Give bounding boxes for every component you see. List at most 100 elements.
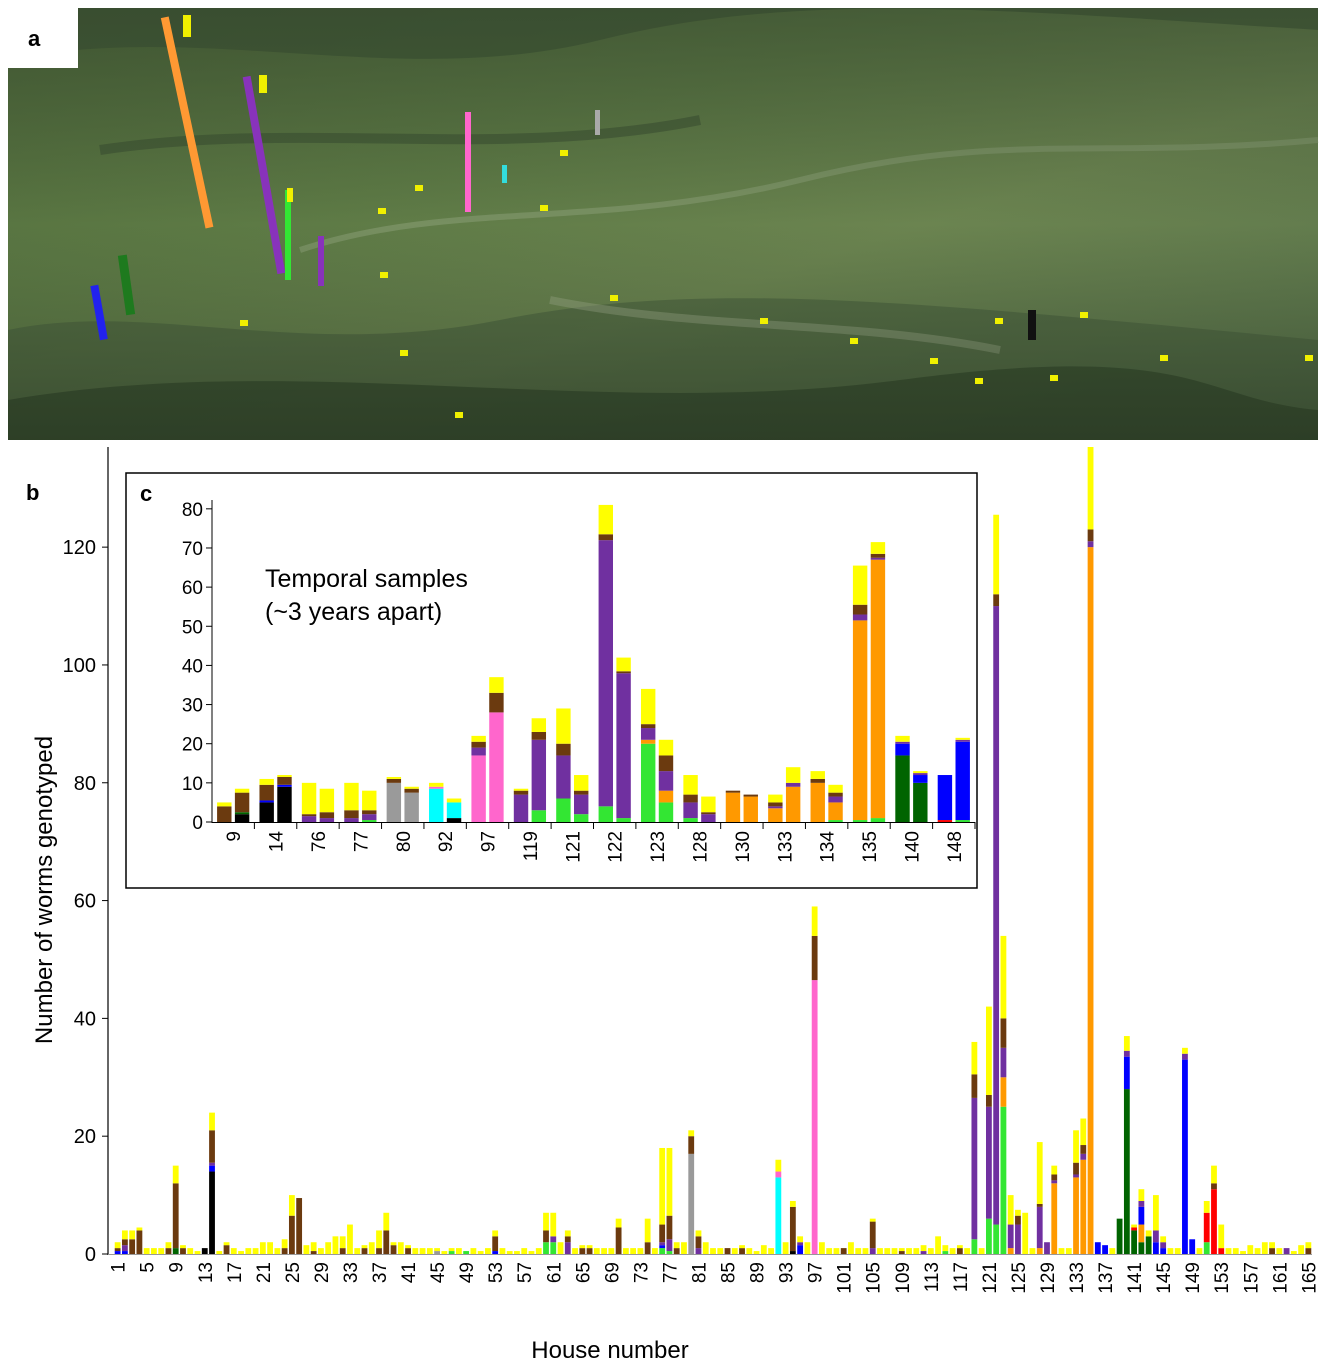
- bar-segment: [640, 743, 656, 822]
- y-tick-label: 60: [182, 578, 203, 599]
- bar-segment: [470, 1248, 477, 1254]
- bar-segment: [1232, 1248, 1239, 1254]
- bar-segment: [811, 980, 818, 1254]
- y-tick-label: 20: [182, 735, 203, 756]
- bar-segment: [1094, 1242, 1101, 1254]
- bar-segment: [1000, 1047, 1007, 1078]
- bar-segment: [789, 1206, 796, 1252]
- bar-segment: [717, 1248, 724, 1254]
- bar-segment: [1102, 1245, 1108, 1254]
- bar-segment: [463, 1251, 470, 1254]
- bar-segment: [869, 1248, 876, 1254]
- bar-segment: [870, 818, 886, 822]
- bar-segment: [234, 814, 250, 822]
- bar-segment: [301, 814, 317, 817]
- x-tick-label: 165: [1299, 1262, 1320, 1294]
- bar-segment: [789, 1200, 796, 1207]
- y-tick-label: 20: [74, 1126, 96, 1148]
- bar-segment: [1160, 1242, 1167, 1249]
- bar-segment: [325, 1242, 332, 1254]
- x-tick-label: 81: [689, 1262, 710, 1283]
- x-tick-label: 101: [835, 1262, 856, 1294]
- bar-segment: [870, 557, 886, 560]
- bar-segment: [209, 1112, 215, 1131]
- bar-segment: [281, 1239, 288, 1249]
- x-tick-label: 129: [1038, 1262, 1059, 1294]
- bar-segment: [1189, 1239, 1196, 1254]
- bar-segment: [895, 743, 910, 756]
- bar-segment: [688, 1153, 695, 1254]
- bar-segment: [550, 1242, 557, 1254]
- bar-segment: [319, 788, 335, 813]
- x-tick-label: 76: [309, 831, 330, 852]
- bar-segment: [446, 818, 462, 822]
- bar-segment: [1290, 1251, 1297, 1254]
- bar-segment: [891, 1248, 898, 1254]
- y-tick-label: 30: [182, 696, 203, 717]
- x-tick-label: 121: [563, 831, 584, 863]
- bar-segment: [768, 1248, 774, 1254]
- bar-segment: [1211, 1165, 1217, 1184]
- x-tick-label: 128: [690, 831, 711, 863]
- bar-segment: [1022, 1212, 1029, 1254]
- x-tick-label: 109: [893, 1262, 914, 1294]
- bar-segment: [1080, 1118, 1087, 1146]
- x-tick-label: 21: [254, 1262, 275, 1283]
- bar-segment: [485, 1248, 491, 1254]
- bar-segment: [492, 1236, 499, 1252]
- bar-segment: [1131, 1224, 1138, 1228]
- x-tick-label: 97: [806, 1262, 827, 1283]
- bar-segment: [471, 735, 486, 742]
- bar-segment: [216, 1251, 223, 1254]
- bar-segment: [743, 794, 758, 797]
- bar-segment: [129, 1239, 136, 1254]
- bar-segment: [121, 1230, 128, 1240]
- bar-segment: [701, 796, 716, 813]
- bar-segment: [828, 792, 843, 797]
- bar-segment: [819, 1242, 825, 1254]
- bar-segment: [1073, 1174, 1079, 1178]
- bar-segment: [234, 792, 250, 813]
- bar-segment: [1138, 1189, 1145, 1201]
- bar-segment: [598, 504, 613, 535]
- bar-segment: [898, 1248, 905, 1252]
- bar-segment: [1174, 1248, 1181, 1254]
- bar-segment: [652, 1248, 658, 1254]
- bar-segment: [877, 1248, 883, 1254]
- bar-segment: [259, 800, 274, 803]
- bar-segment: [985, 1094, 992, 1107]
- bar-segment: [277, 786, 292, 822]
- bar-segment: [1080, 1145, 1087, 1154]
- bar-segment: [852, 604, 868, 615]
- bar-segment: [405, 1248, 411, 1254]
- bar-segment: [390, 1242, 397, 1246]
- bar-segment: [971, 1097, 978, 1240]
- y-tick-label: 10: [182, 774, 203, 795]
- bar-segment: [630, 1248, 637, 1254]
- x-tick-label: 69: [602, 1262, 623, 1283]
- bar-segment: [615, 1218, 622, 1228]
- bar-segment: [637, 1248, 644, 1254]
- bar-segment: [1138, 1200, 1145, 1207]
- bar-segment: [666, 1147, 673, 1216]
- bar-segment: [354, 1248, 361, 1254]
- bar-segment: [978, 1248, 985, 1254]
- bar-segment: [158, 1248, 165, 1254]
- bar-segment: [288, 1195, 295, 1216]
- bar-segment: [209, 1171, 215, 1254]
- bar-segment: [683, 775, 698, 795]
- bar-segment: [245, 1248, 252, 1254]
- bar-segment: [644, 1218, 651, 1243]
- bar-segment: [405, 1245, 411, 1249]
- bar-segment: [1036, 1248, 1043, 1254]
- bar-segment: [828, 784, 843, 793]
- bar-segment: [579, 1245, 586, 1249]
- bar-segment: [913, 775, 928, 783]
- bar-segment: [1203, 1200, 1210, 1213]
- bar-segment: [579, 1248, 586, 1254]
- bar-segment: [531, 731, 547, 740]
- bar-segment: [895, 735, 910, 742]
- y-axis-label: Number of worms genotyped: [31, 736, 58, 1044]
- bar-segment: [828, 820, 843, 822]
- bar-segment: [760, 1245, 767, 1254]
